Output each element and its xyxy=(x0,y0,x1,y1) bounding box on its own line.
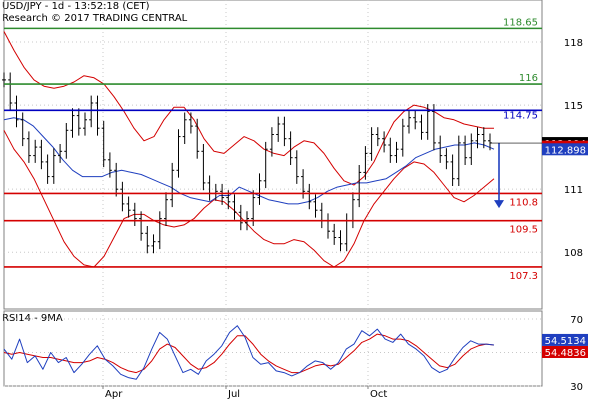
level-label: 116 xyxy=(519,73,538,84)
forecast-arrow-head xyxy=(494,200,504,209)
price-y-tick: 111 xyxy=(564,185,583,196)
chart-title: USD/JPY - 1d - 13:52:18 (CET) xyxy=(2,1,150,12)
rsi-tag-bg xyxy=(542,345,588,358)
price-tag-bg xyxy=(542,143,588,156)
rsi-tag-bg xyxy=(542,333,588,346)
price-panel-frame xyxy=(3,0,543,310)
x-tick-label: Apr xyxy=(105,389,123,400)
price-y-tick: 108 xyxy=(564,248,583,259)
moving-average-line xyxy=(3,117,495,205)
rsi-line xyxy=(3,325,495,380)
rsi-ma-line xyxy=(3,333,495,374)
price-y-tick: 118 xyxy=(564,38,583,49)
level-label: 110.8 xyxy=(509,197,538,208)
price-tag: 112.898 xyxy=(545,145,586,156)
level-label: 107.3 xyxy=(509,271,538,282)
level-label: 109.5 xyxy=(509,225,538,236)
rsi-value-tag: 54.5134 xyxy=(545,336,586,347)
level-label: 118.65 xyxy=(503,17,538,28)
chart-copyright: Research © 2017 TRADING CENTRAL xyxy=(2,13,188,24)
rsi-value-tag: 54.4836 xyxy=(545,348,586,359)
x-tick-label: Oct xyxy=(370,389,387,400)
rsi-y-tick: 30 xyxy=(570,382,583,393)
price-y-tick: 115 xyxy=(564,101,583,112)
bollinger-upper-line xyxy=(3,31,494,186)
bollinger-lower-line xyxy=(3,130,495,268)
rsi-panel-frame xyxy=(3,310,543,387)
level-label: 114.75 xyxy=(503,110,538,121)
x-tick-label: Jul xyxy=(227,389,240,400)
rsi-y-tick: 70 xyxy=(570,315,583,326)
